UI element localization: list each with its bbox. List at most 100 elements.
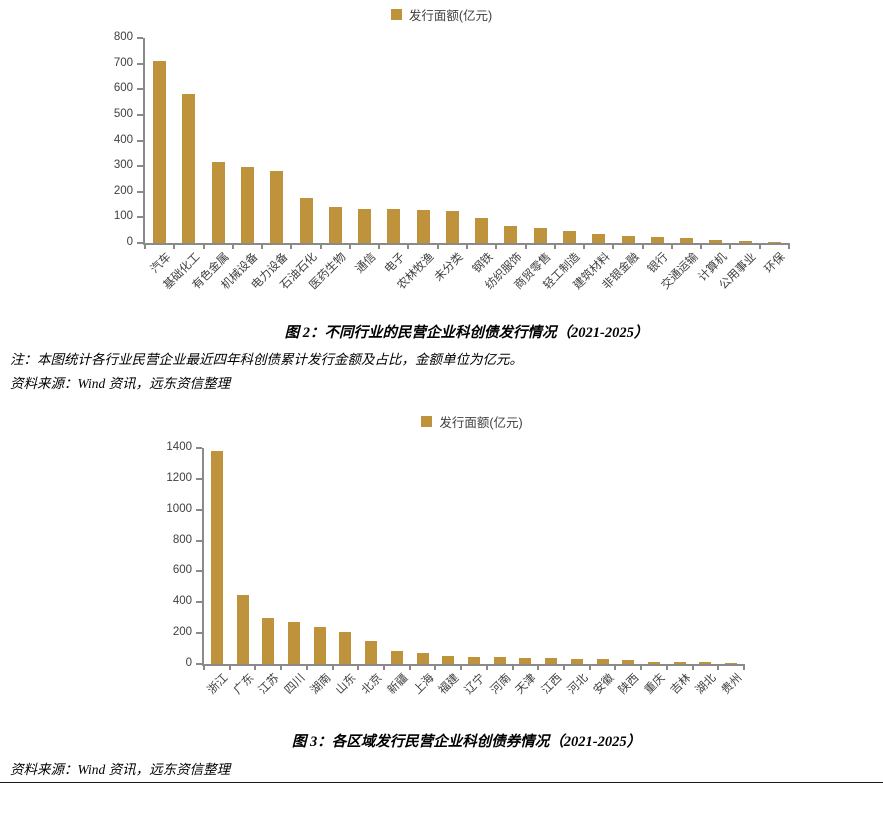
bar	[153, 61, 167, 243]
x-axis-tick	[290, 243, 293, 249]
bar	[673, 662, 686, 664]
bar	[416, 210, 430, 243]
y-axis-tick	[137, 165, 143, 168]
x-axis-tick	[495, 243, 498, 249]
bar	[288, 622, 300, 664]
bar	[387, 209, 401, 243]
x-axis-tick	[331, 664, 334, 670]
bar	[622, 660, 635, 664]
bar	[592, 234, 606, 243]
legend-swatch-icon	[421, 416, 433, 427]
bar	[621, 236, 635, 243]
figure2-note: 注：本图统计各行业民营企业最近四年科创债累计发行金额及占比，金额单位为亿元。	[10, 352, 523, 367]
y-axis-tick	[196, 601, 202, 604]
x-axis-tick	[436, 243, 439, 249]
x-axis-tick	[537, 664, 540, 670]
industry-chart-plot-area: 0 100 200 300 400 500 600 700 800 汽车 基础化工 有色金属 机械设备电…	[114, 31, 790, 292]
y-axis-tick-label: 400	[172, 595, 192, 608]
legend-label: 发行面额(亿元)	[408, 9, 493, 23]
bar	[313, 627, 326, 664]
bar	[365, 641, 378, 664]
x-axis-tick	[485, 664, 488, 670]
bar	[240, 167, 254, 243]
x-axis-tick	[144, 243, 146, 249]
y-axis-tick-label: 700	[113, 56, 133, 69]
y-axis-tick	[137, 139, 143, 142]
y-axis-tick-label: 600	[172, 564, 192, 577]
x-axis-tick	[553, 243, 556, 249]
bar	[767, 242, 781, 243]
y-axis-tick	[196, 570, 202, 573]
x-axis-tick	[434, 664, 437, 670]
x-axis-tick	[700, 243, 703, 249]
x-axis-tick	[583, 243, 586, 249]
figure2-title: 图 2：不同行业的民营企业科创债发行情况（2021-2025）	[284, 325, 649, 341]
y-axis-tick	[196, 663, 202, 665]
bar	[709, 240, 723, 243]
x-axis-tick	[466, 243, 468, 249]
y-axis-tick-label: 300	[113, 159, 133, 172]
bar	[236, 595, 249, 664]
y-axis-tick-label: 0	[126, 236, 133, 248]
bar	[545, 658, 558, 664]
y-axis-tick	[196, 477, 202, 480]
x-axis-tick	[691, 664, 694, 670]
x-axis-tick	[743, 664, 745, 670]
legend-swatch-icon	[390, 9, 402, 20]
x-axis-tick	[524, 243, 527, 249]
y-axis-tick-label: 600	[113, 82, 133, 95]
bar	[210, 451, 223, 664]
bar	[299, 198, 313, 243]
bar	[570, 659, 583, 664]
bar	[493, 657, 506, 664]
x-axis-tick	[640, 664, 643, 670]
bar	[328, 207, 342, 243]
bar	[475, 218, 489, 243]
figure3-source: 资料来源：Wind 资讯，远东资信整理	[10, 762, 231, 777]
x-axis-tick	[228, 664, 231, 670]
footer-divider	[0, 782, 883, 783]
bar	[699, 662, 712, 664]
y-axis-tick	[137, 113, 143, 116]
x-axis-tick	[641, 243, 644, 249]
x-axis-tick	[717, 664, 720, 670]
x-axis-tick	[173, 243, 176, 249]
bar	[468, 657, 480, 664]
x-axis-tick	[378, 243, 381, 249]
y-axis-tick	[137, 62, 143, 65]
x-axis-tick	[788, 243, 790, 249]
x-axis-tick	[319, 243, 322, 249]
y-axis-tick-label: 400	[113, 133, 133, 146]
x-axis-tick	[729, 243, 732, 249]
y-axis-tick	[196, 632, 202, 635]
y-axis-tick-label: 1400	[166, 441, 192, 453]
x-axis-tick	[305, 664, 308, 670]
x-axis-tick	[280, 664, 283, 670]
bar	[262, 618, 275, 664]
x-axis-tick	[261, 243, 264, 249]
y-axis-tick	[137, 216, 143, 219]
y-axis-tick-label: 500	[113, 107, 133, 120]
bar	[339, 632, 352, 664]
x-axis-tick	[407, 243, 410, 249]
y-axis-tick-label: 1000	[166, 502, 192, 515]
y-axis-tick-label: 800	[172, 533, 192, 546]
y-axis-tick-label: 200	[113, 184, 133, 197]
x-axis-tick	[563, 664, 565, 670]
bar	[533, 228, 547, 243]
bar	[358, 209, 372, 243]
bar	[596, 659, 609, 664]
bar	[416, 653, 429, 664]
region-chart-plot-area: 0 200 400 600 800 1000 1200 1400 浙江 广东 江苏 四川 湖南 山东 北京新…	[166, 441, 745, 697]
y-axis-tick	[196, 447, 202, 449]
y-axis-tick	[137, 242, 143, 244]
x-axis-tick	[254, 664, 257, 670]
x-axis-tick	[357, 664, 360, 670]
figure3-title: 图 3：各区域发行民营企业科创债券情况（2021-2025）	[291, 734, 642, 750]
x-axis-tick	[408, 664, 411, 670]
figure2-source: 资料来源：Wind 资讯，远东资信整理	[10, 376, 231, 391]
bar	[519, 658, 532, 664]
x-axis-tick	[612, 243, 615, 249]
bar	[270, 171, 284, 243]
bar	[680, 238, 694, 243]
